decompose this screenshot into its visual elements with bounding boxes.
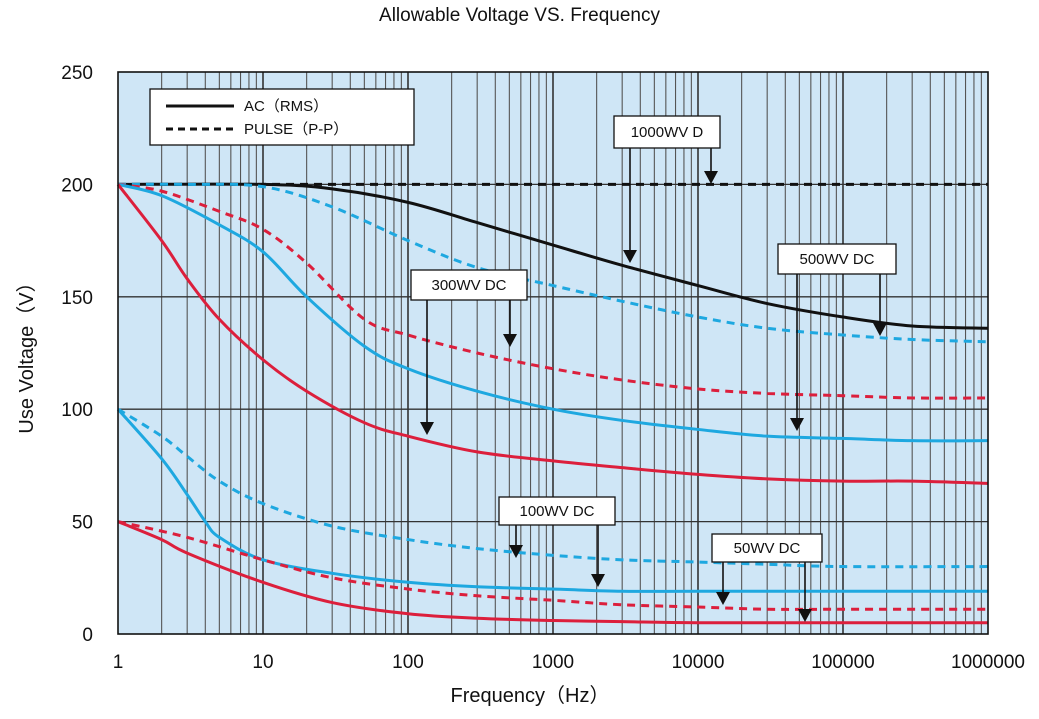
- callout-box: [613, 115, 721, 149]
- callout-arrow-head: [704, 171, 718, 184]
- series-line-blue-dashed: [117, 407, 989, 569]
- y-tick-label: 100: [61, 400, 93, 421]
- callout-arrow-head: [509, 545, 523, 558]
- x-tick-label: 10000: [672, 652, 725, 673]
- x-tick-label: 10: [252, 652, 273, 673]
- y-tick-label: 50: [72, 513, 93, 534]
- callout-label: 1000WV D: [631, 124, 704, 141]
- legend-box: [149, 88, 415, 146]
- series-line-black-solid: [117, 182, 989, 330]
- tick-layer: 1 10 100 1000 10000 100000 1000000 0 50 100 150 200…: [61, 63, 1025, 673]
- callout-box: [498, 496, 616, 526]
- grid-layer: [118, 72, 988, 634]
- chart-title: Allowable Voltage VS. Frequency: [379, 5, 660, 26]
- x-tick-label: 1000000: [951, 652, 1025, 673]
- y-axis-title: Use Voltage（V）: [15, 272, 38, 433]
- legend-label-ac: AC（RMS）: [244, 98, 328, 115]
- x-tick-label: 100: [392, 652, 424, 673]
- series-line-red-dashed: [117, 182, 989, 400]
- series-line-blue-dashed: [117, 182, 989, 344]
- callout-arrow-head: [420, 422, 434, 435]
- callout-arrow-head: [591, 574, 605, 587]
- callout-box: [777, 243, 897, 275]
- x-tick-label: 100000: [811, 652, 874, 673]
- x-tick-label: 1000: [532, 652, 574, 673]
- callout-arrow-head: [790, 418, 804, 431]
- plot-frame: [117, 71, 989, 635]
- callout-arrow-head: [503, 334, 517, 347]
- y-tick-label: 250: [61, 63, 93, 84]
- legend-label-pulse: PULSE（P-P）: [244, 121, 348, 138]
- callout-arrow-head: [623, 250, 637, 263]
- series-layer: [116, 182, 989, 625]
- series-line-red-dashed: [117, 520, 988, 611]
- y-tick-label: 150: [61, 288, 93, 309]
- callout-label: 50WV DC: [734, 540, 801, 557]
- callout-box: [410, 269, 528, 301]
- callout-arrow-head: [873, 323, 887, 336]
- callout-label: 100WV DC: [519, 503, 594, 520]
- series-line-blue-solid: [117, 182, 989, 443]
- series-line-red-solid: [117, 520, 988, 625]
- callout-box: [711, 533, 823, 563]
- callout-label: 300WV DC: [431, 277, 506, 294]
- y-tick-label: 200: [61, 175, 93, 196]
- y-tick-label: 0: [82, 625, 93, 646]
- callout-layer: 1000WV D 500WV DC 300WV DC 100WV DC 50WV DC: [410, 115, 897, 622]
- x-axis-title: Frequency（Hz）: [451, 684, 610, 707]
- x-tick-label: 1: [113, 652, 124, 673]
- series-line-blue-solid: [116, 408, 988, 593]
- callout-arrow-head: [716, 592, 730, 605]
- callout-label: 500WV DC: [799, 251, 874, 268]
- series-line-red-solid: [116, 183, 989, 485]
- legend: AC（RMS） PULSE（P-P）: [149, 88, 415, 146]
- callout-arrow-head: [798, 609, 812, 622]
